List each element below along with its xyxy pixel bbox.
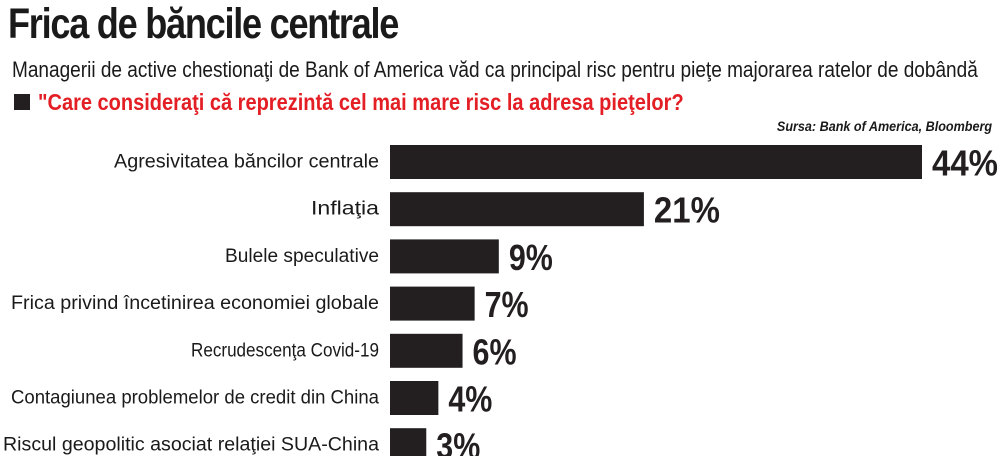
category-label: Inflaţia (311, 199, 380, 220)
survey-question: "Care consideraţi că reprezintă cel mai … (38, 89, 684, 115)
bar (390, 239, 499, 274)
value-label: 21% (654, 190, 720, 231)
value-label: 7% (485, 284, 529, 325)
chart-title: Frica de băncile centrale (8, 0, 399, 48)
category-label: Bulele speculative (225, 246, 379, 267)
bar (390, 286, 475, 321)
category-label: Agresivitatea băncilor centrale (114, 152, 379, 173)
category-label: Recrudescenţa Covid-19 (191, 340, 379, 361)
bar (390, 428, 427, 456)
square-bullet-icon (14, 94, 30, 110)
value-label: 4% (448, 379, 492, 420)
bar (390, 145, 922, 179)
value-label: 3% (436, 426, 480, 456)
category-label: Riscul geopolitic asociat relaţiei SUA-C… (3, 435, 379, 456)
value-label: 9% (509, 237, 553, 278)
value-label: 44% (932, 143, 998, 184)
source-note: Sursa: Bank of America, Bloomberg (776, 118, 992, 134)
bar (390, 381, 439, 415)
bar (390, 192, 644, 227)
value-label: 6% (473, 331, 517, 372)
chart-subtitle: Managerii de active chestionaţi de Bank … (12, 57, 978, 82)
category-label: Contagiunea problemelor de credit din Ch… (11, 388, 379, 409)
bar (390, 333, 463, 368)
category-label: Frica privind încetinirea economiei glob… (11, 293, 379, 314)
